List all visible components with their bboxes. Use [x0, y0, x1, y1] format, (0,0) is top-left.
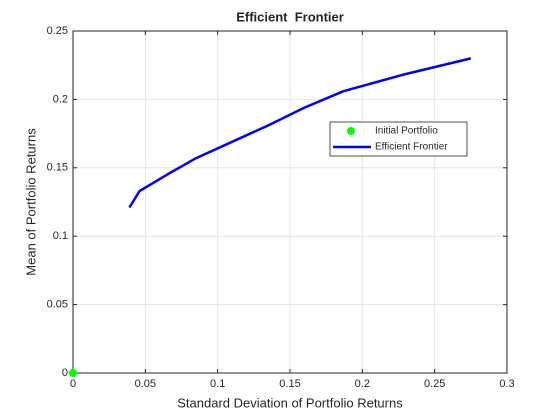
x-tick-label: 0.2 [355, 378, 370, 390]
x-tick-label: 0 [70, 378, 76, 390]
legend-box [329, 121, 468, 157]
legend-marker [347, 127, 355, 135]
y-tick-label: 0 [62, 367, 68, 379]
series-line [128, 57, 472, 209]
x-tick-label: 0.1 [210, 378, 225, 390]
x-tick-label: 0.25 [424, 378, 445, 390]
x-tick-label: 0.05 [135, 378, 156, 390]
chart-title: Efficient Frontier [236, 9, 344, 24]
x-axis-label: Standard Deviation of Portfolio Returns [177, 395, 403, 410]
axes-box [72, 30, 508, 374]
y-tick-label: 0.25 [47, 25, 68, 37]
x-tick-label: 0.15 [279, 378, 300, 390]
series-marker [69, 369, 77, 377]
legend-label: Efficient Frontier [375, 142, 448, 153]
y-tick-label: 0.15 [47, 162, 68, 174]
legend-label: Initial Portfolio [375, 126, 438, 137]
x-tick-label: 0.3 [499, 378, 514, 390]
y-tick-label: 0.1 [53, 230, 68, 242]
y-axis-label: Mean of Portfolio Returns [23, 128, 38, 276]
y-tick-label: 0.2 [53, 93, 68, 105]
y-tick-label: 0.05 [47, 299, 68, 311]
